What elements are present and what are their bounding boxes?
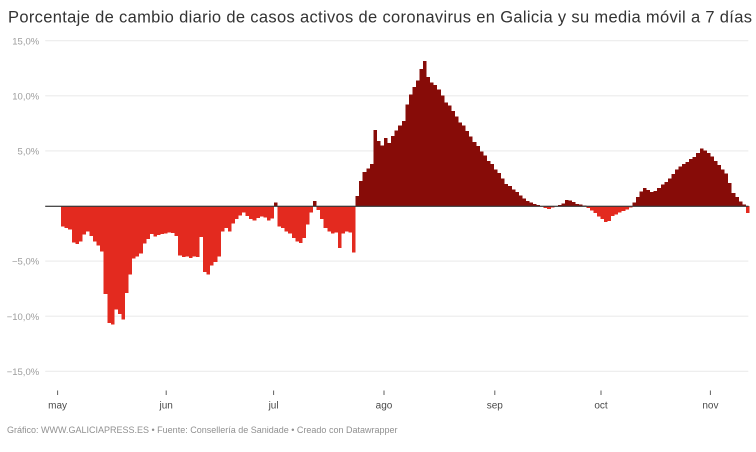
svg-text:nov: nov (702, 401, 718, 412)
svg-text:jul: jul (268, 401, 279, 412)
svg-text:−5,0%: −5,0% (12, 257, 40, 268)
svg-text:Porcentaje de cambio diario de: Porcentaje de cambio diario de casos act… (8, 9, 752, 27)
svg-text:5,0%: 5,0% (18, 147, 40, 158)
svg-text:10,0%: 10,0% (12, 91, 39, 102)
svg-text:jun: jun (159, 401, 173, 412)
svg-text:sep: sep (487, 401, 504, 412)
svg-text:Gráfico: WWW.GALICIAPRESS.ES •: Gráfico: WWW.GALICIAPRESS.ES • Fuente: C… (7, 425, 397, 435)
svg-text:may: may (48, 401, 67, 412)
svg-text:15,0%: 15,0% (12, 36, 39, 47)
svg-text:−10,0%: −10,0% (7, 312, 40, 323)
svg-text:ago: ago (376, 401, 393, 412)
svg-text:−15,0%: −15,0% (7, 367, 40, 378)
svg-text:oct: oct (594, 401, 608, 412)
